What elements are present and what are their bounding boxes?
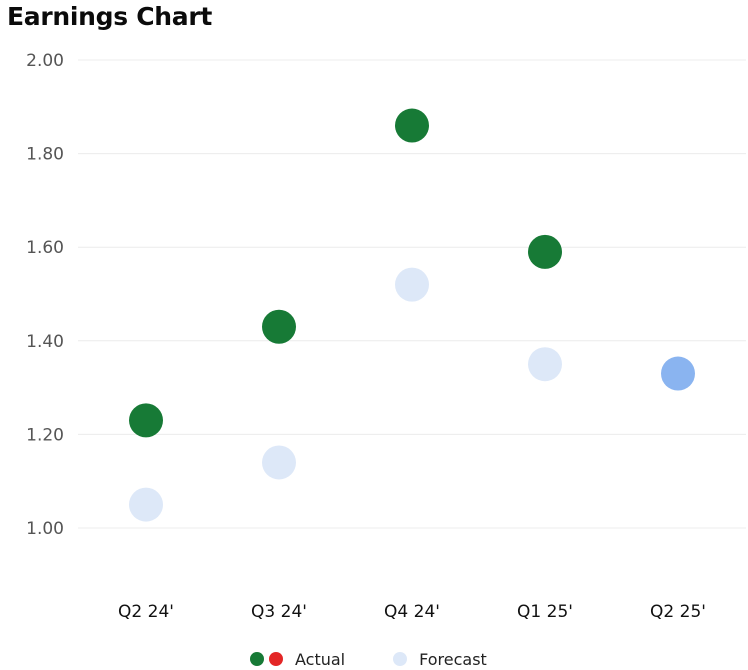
y-tick-label: 1.40 xyxy=(26,332,64,352)
x-tick-label: Q1 25' xyxy=(517,602,573,622)
forecast-point xyxy=(528,347,562,382)
y-tick-label: 1.20 xyxy=(26,425,64,445)
legend-label-actual: Actual xyxy=(295,649,346,669)
actual-point xyxy=(395,108,429,143)
forecast-point xyxy=(262,445,296,480)
legend: Actual Forecast xyxy=(250,648,487,670)
forecast-point xyxy=(395,267,429,302)
legend-item-actual[interactable]: Actual xyxy=(250,650,345,669)
y-tick-label: 2.00 xyxy=(26,51,64,71)
x-tick-label: Q4 24' xyxy=(384,602,440,622)
y-tick-label: 1.80 xyxy=(26,145,64,165)
x-tick-label: Q2 24' xyxy=(118,602,174,622)
legend-label-forecast: Forecast xyxy=(419,649,487,669)
legend-forecast-dot xyxy=(393,652,408,666)
x-tick-label: Q2 25' xyxy=(650,602,706,622)
forecast-point xyxy=(129,487,163,522)
x-tick-label: Q3 24' xyxy=(251,602,307,622)
legend-actual-dot xyxy=(250,652,264,666)
actual-point xyxy=(528,234,562,269)
legend-item-forecast[interactable]: Forecast xyxy=(393,650,487,669)
earnings-chart: 2.00 1.80 1.60 1.40 1.20 1.00 Q2 24' Q3 24' Q4 2… xyxy=(26,51,746,622)
chart-title: Earnings Chart xyxy=(7,2,213,31)
actual-point xyxy=(262,309,296,344)
actual-point xyxy=(129,403,163,438)
legend-actual-miss-dot xyxy=(269,652,283,666)
y-tick-label: 1.00 xyxy=(26,519,64,539)
forecast-point xyxy=(661,356,695,391)
y-tick-label: 1.60 xyxy=(26,238,64,258)
